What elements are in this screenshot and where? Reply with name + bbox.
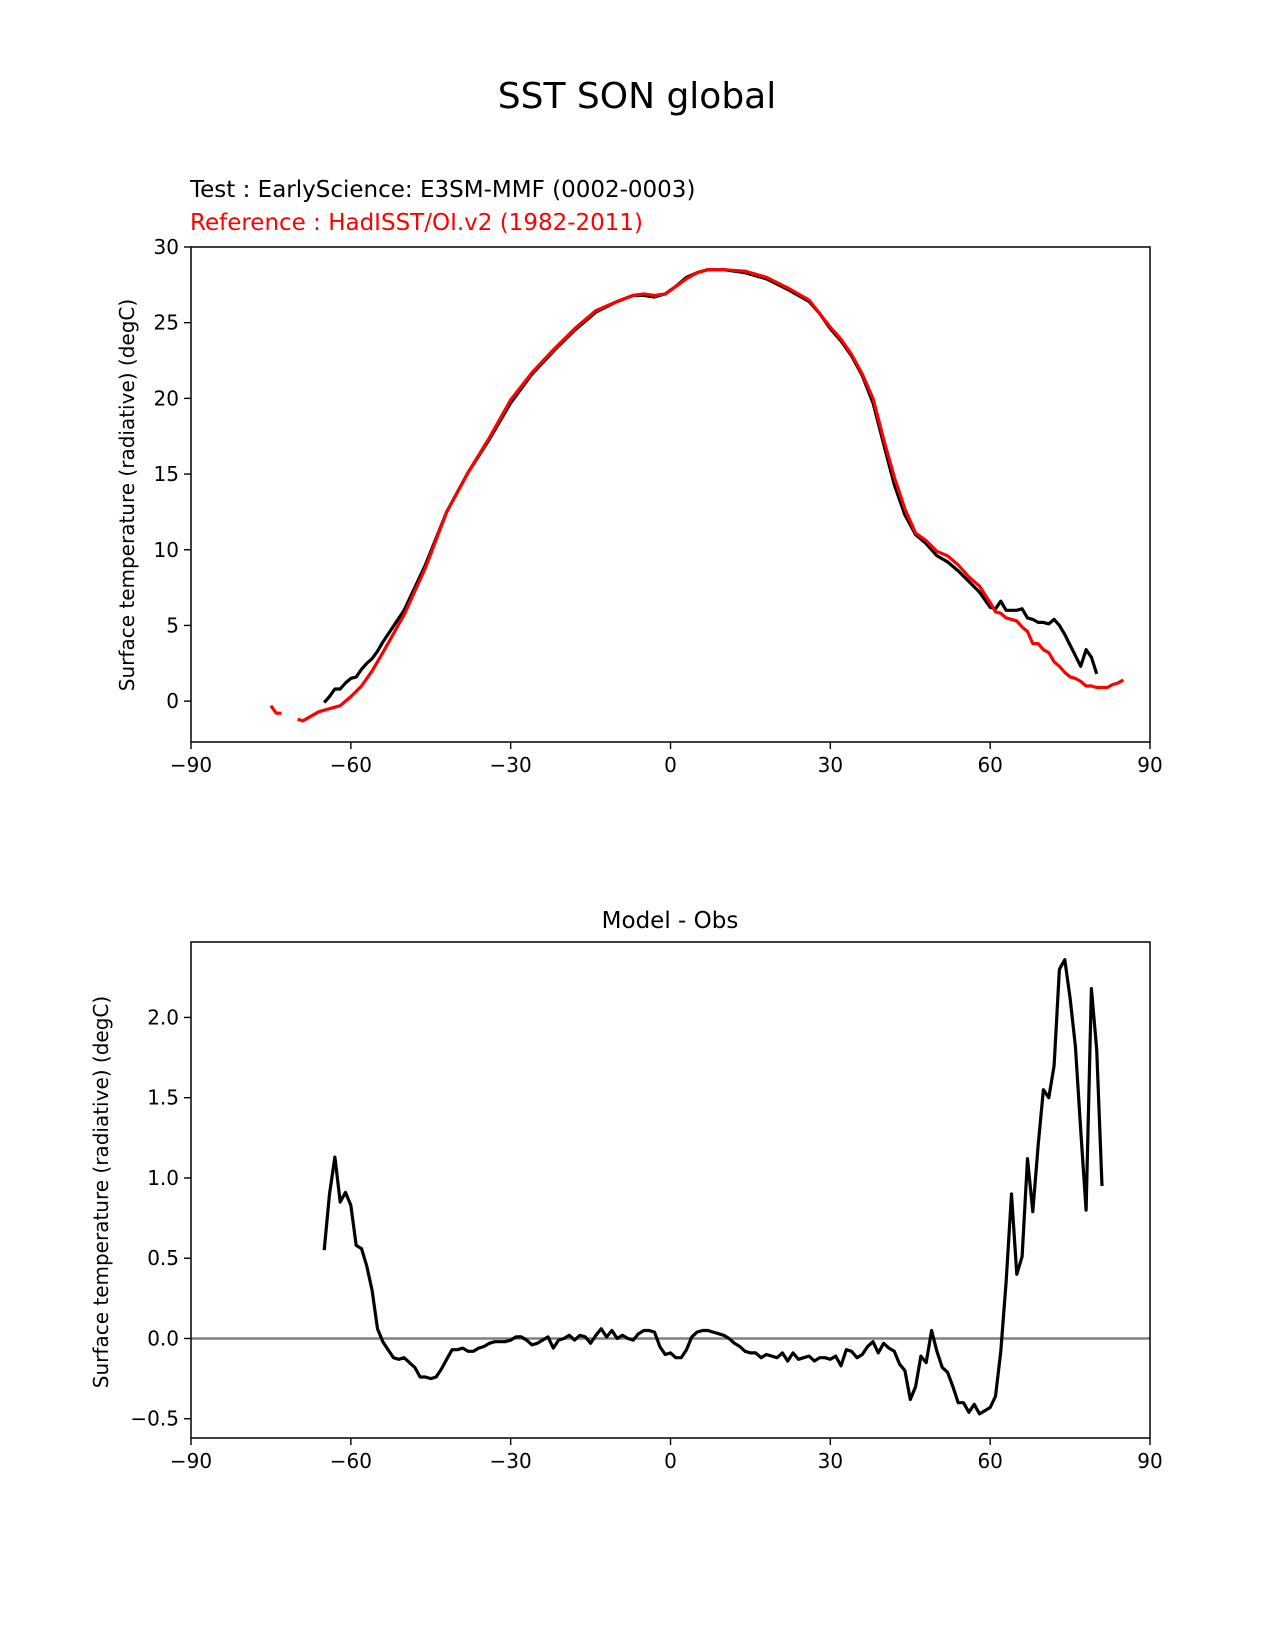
top-x-tick-label: −60 — [330, 753, 372, 777]
top-x-tick-label: 0 — [664, 753, 677, 777]
top-y-tick-label: 25 — [154, 311, 179, 335]
bottom-series-difference-line — [322, 958, 1104, 1416]
bottom-axes: −90 −60 −30 0 30 60 90 −0.5 0.0 0.5 1.0 1.5 2.0 — [130, 1005, 1162, 1473]
top-plot-lines — [269, 268, 1125, 723]
top-y-tick-label: 5 — [166, 613, 179, 637]
top-plot-frame — [190, 246, 1151, 743]
top-series-test-line — [323, 268, 1099, 704]
bottom-y-tick-label: 1.5 — [147, 1086, 179, 1110]
top-y-tick-label: 15 — [154, 462, 179, 486]
bottom-x-tick-label: 90 — [1137, 1449, 1162, 1473]
bottom-y-tick-label: 0.0 — [147, 1326, 179, 1350]
top-y-tick-label: 30 — [154, 235, 179, 259]
bottom-y-tick-label: 2.0 — [147, 1005, 179, 1029]
bottom-y-tick-label: 0.5 — [147, 1246, 179, 1270]
reference-legend-label: Reference : HadISST/OI.v2 (1982-2011) — [190, 210, 643, 236]
bottom-y-axis-label: Surface temperature (radiative) (degC) — [89, 996, 113, 1388]
top-x-tick-label: −90 — [170, 753, 212, 777]
top-y-tick-label: 0 — [166, 689, 179, 713]
bottom-x-tick-label: 30 — [818, 1449, 843, 1473]
top-panel: Test : EarlyScience: E3SM-MMF (0002-0003… — [115, 177, 1163, 777]
test-legend-label: Test : EarlyScience: E3SM-MMF (0002-0003… — [189, 177, 695, 203]
top-x-tick-label: 60 — [977, 753, 1002, 777]
top-y-tick-label: 20 — [154, 386, 179, 410]
bottom-x-tick-label: −90 — [170, 1449, 212, 1473]
bottom-x-tick-label: −30 — [490, 1449, 532, 1473]
bottom-panel-title: Model - Obs — [602, 908, 739, 934]
bottom-y-tick-label: −0.5 — [130, 1407, 179, 1431]
bottom-panel: Model - Obs Surface temperature (radiati… — [89, 908, 1163, 1473]
bottom-y-tick-label: 1.0 — [147, 1166, 179, 1190]
top-x-tick-label: −30 — [490, 753, 532, 777]
top-x-tick-label: 30 — [818, 753, 843, 777]
top-x-tick-label: 90 — [1137, 753, 1162, 777]
top-y-axis-label: Surface temperature (radiative) (degC) — [115, 299, 139, 691]
top-series-reference-line — [269, 704, 282, 715]
top-axes: −90 −60 −30 0 30 60 90 0 5 10 15 20 25 30 — [154, 235, 1163, 777]
bottom-x-tick-label: 60 — [977, 1449, 1002, 1473]
top-y-tick-label: 10 — [154, 538, 179, 562]
bottom-plot-lines — [191, 958, 1150, 1416]
bottom-x-tick-label: −60 — [330, 1449, 372, 1473]
bottom-x-tick-label: 0 — [664, 1449, 677, 1473]
figure-title: SST SON global — [498, 76, 777, 117]
top-series-reference-line — [297, 268, 1125, 723]
bottom-plot-frame — [190, 941, 1151, 1439]
